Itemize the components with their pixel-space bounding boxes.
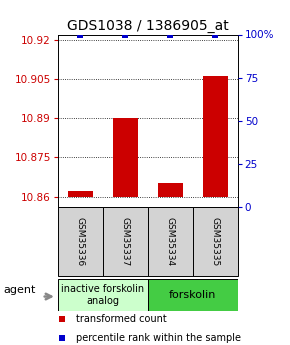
FancyBboxPatch shape: [193, 207, 238, 276]
Bar: [158, 184, 183, 197]
Point: [213, 32, 218, 37]
Text: agent: agent: [3, 285, 35, 295]
Text: GSM35337: GSM35337: [121, 217, 130, 266]
Bar: [68, 191, 93, 197]
Text: GSM35334: GSM35334: [166, 217, 175, 266]
Point: [59, 316, 64, 322]
Text: GSM35336: GSM35336: [76, 217, 85, 266]
Title: GDS1038 / 1386905_at: GDS1038 / 1386905_at: [67, 19, 229, 33]
Point: [123, 32, 128, 37]
Text: forskolin: forskolin: [169, 290, 217, 300]
Text: inactive forskolin
analog: inactive forskolin analog: [61, 284, 144, 306]
Point: [59, 335, 64, 341]
Point: [78, 32, 83, 37]
Text: transformed count: transformed count: [76, 314, 167, 324]
FancyBboxPatch shape: [148, 279, 238, 311]
FancyBboxPatch shape: [58, 207, 103, 276]
Text: percentile rank within the sample: percentile rank within the sample: [76, 333, 241, 343]
FancyBboxPatch shape: [58, 279, 148, 311]
Bar: [203, 76, 228, 197]
Text: GSM35335: GSM35335: [211, 217, 220, 266]
Point: [168, 32, 173, 37]
FancyBboxPatch shape: [148, 207, 193, 276]
FancyBboxPatch shape: [103, 207, 148, 276]
Bar: [113, 118, 138, 197]
